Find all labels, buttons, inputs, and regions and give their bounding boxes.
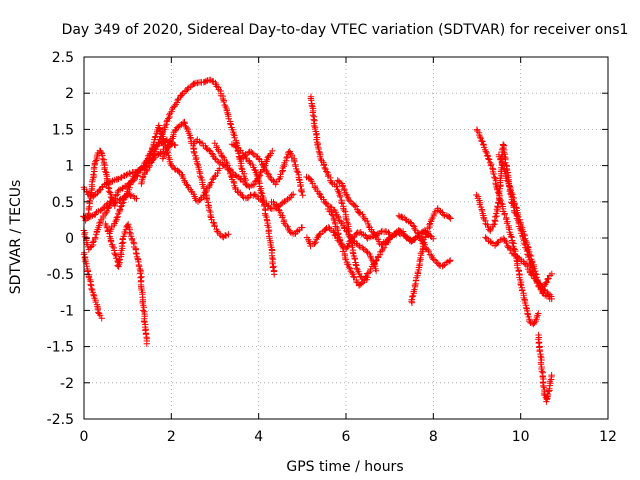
series-s9 (160, 119, 232, 240)
x-axis-title: GPS time / hours (286, 459, 403, 475)
x-tick-label: 12 (599, 429, 617, 445)
x-tick-label: 8 (429, 429, 438, 445)
point-markers-s18 (325, 206, 437, 289)
y-tick-label: 2.5 (52, 50, 74, 66)
y-tick-label: 1.5 (52, 122, 74, 138)
y-axis-title: SDTVAR / TECUs (8, 180, 24, 295)
point-markers-s27 (535, 332, 555, 405)
point-markers-s6 (102, 221, 150, 347)
series-s18 (325, 206, 437, 289)
y-tick-label: 2 (65, 86, 74, 102)
point-markers-s14 (268, 199, 305, 237)
series-s6 (102, 221, 150, 347)
y-tick-label: -2.5 (47, 412, 74, 428)
series-s14 (268, 199, 305, 237)
point-markers-s25 (482, 234, 554, 299)
x-tick-label: 2 (167, 429, 176, 445)
chart-title: Day 349 of 2020, Sidereal Day-to-day VTE… (62, 22, 629, 38)
x-tick-label: 10 (512, 429, 530, 445)
y-tick-label: 0.5 (52, 195, 74, 211)
grid-lines (84, 57, 608, 419)
y-tick-label: 1 (65, 159, 74, 175)
y-tick-label: 0 (65, 231, 74, 247)
y-tick-label: -1 (60, 303, 74, 319)
x-tick-label: 4 (254, 429, 263, 445)
y-tick-label: -1.5 (47, 340, 74, 356)
y-tick-label: -0.5 (47, 267, 74, 283)
x-tick-label: 6 (342, 429, 351, 445)
point-markers-s24 (473, 141, 555, 302)
data-points (80, 77, 555, 405)
point-markers-s9 (160, 119, 232, 240)
sdtvar-chart: 0 2 4 6 8 10 12 2.5 2 1.5 1 0.5 0 -0.5 -1 -1.5 -2 -2.5 Da… (0, 0, 640, 480)
x-tick-label: 0 (80, 429, 89, 445)
y-tick-label: -2 (60, 376, 74, 392)
series-s27 (535, 332, 555, 405)
series-s25 (482, 234, 554, 299)
series-s24 (473, 141, 555, 302)
